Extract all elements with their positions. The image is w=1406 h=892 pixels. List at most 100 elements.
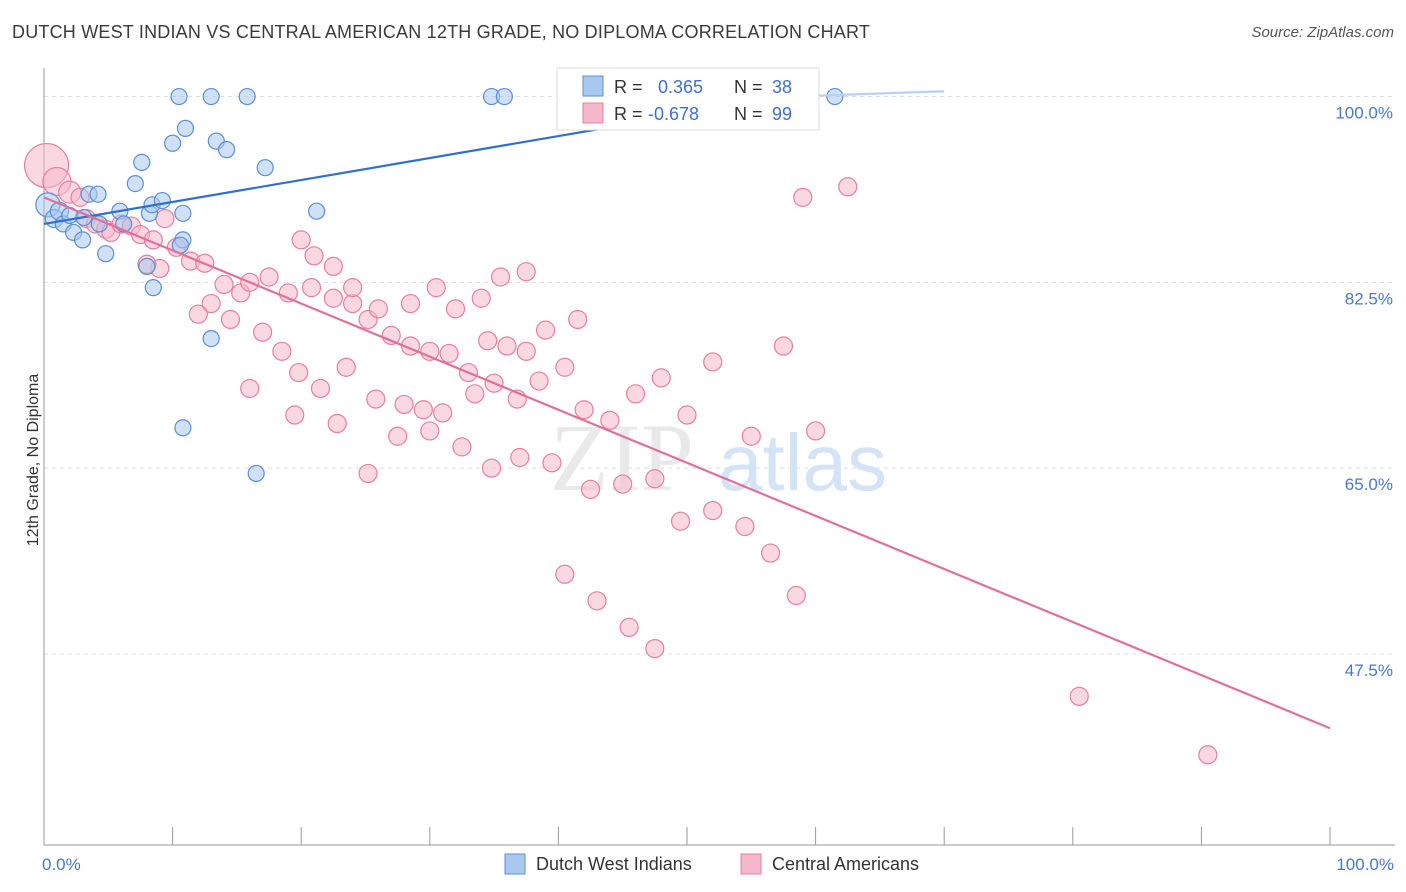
central-american-point-71: [471, 288, 491, 308]
central-american-point-59: [703, 352, 723, 372]
dutch-west-indian-point-26: [170, 87, 188, 106]
dutch-west-indian-point-20: [176, 119, 195, 137]
central-american-point-82: [510, 447, 530, 468]
central-american-point-56: [568, 309, 588, 330]
central-american-point-84: [580, 479, 601, 499]
correlation-legend: R = 0.365 N = 38 R = -0.678 N = 99: [556, 67, 820, 131]
y-tick-label-3: 47.5%: [1345, 661, 1393, 680]
central-american-point-12: [155, 209, 175, 229]
dutch-west-indian-point-22: [144, 279, 162, 297]
central-american-point-93: [587, 591, 607, 611]
central-american-point-99: [1198, 745, 1218, 765]
central-american-point-77: [358, 463, 378, 484]
legend-n-label-2: N =: [734, 104, 763, 124]
central-american-point-21: [259, 267, 279, 287]
dutch-west-indian-point-27: [202, 87, 220, 106]
central-american-point-45: [413, 400, 433, 420]
central-american-point-25: [343, 293, 363, 314]
central-american-point-79: [420, 421, 440, 441]
dutch-west-indian-point-11: [73, 231, 92, 249]
central-american-point-96: [793, 187, 813, 207]
legend-r-value-1: 0.365: [658, 77, 703, 97]
central-american-point-94: [619, 617, 639, 637]
dutch-west-indian-point-34: [174, 419, 192, 437]
watermark: ZIP atlas: [550, 404, 887, 511]
dutch-west-indian-point-15: [133, 153, 151, 171]
central-american-point-32: [478, 331, 498, 351]
series-legend-label-blue[interactable]: Dutch West Indians: [536, 854, 692, 874]
central-american-point-76: [327, 413, 347, 434]
central-american-point-91: [786, 585, 806, 606]
central-american-point-90: [760, 543, 781, 563]
series-legend-label-pink[interactable]: Central Americans: [772, 854, 919, 874]
dutch-west-indian-point-31: [256, 159, 274, 177]
central-americans-points: [23, 142, 1218, 765]
central-american-point-23: [301, 278, 322, 298]
central-american-point-37: [220, 309, 241, 330]
y-tick-label-1: 82.5%: [1345, 289, 1393, 308]
central-american-point-85: [613, 474, 633, 494]
dutch-west-indian-point-28: [238, 87, 256, 106]
central-american-point-55: [535, 320, 556, 340]
central-american-point-67: [368, 299, 388, 319]
central-american-point-52: [574, 400, 594, 420]
y-tick-labels: 100.0% 82.5% 65.0% 47.5%: [1335, 104, 1393, 680]
legend-n-label-1: N =: [734, 77, 763, 97]
central-american-point-97: [838, 177, 858, 197]
central-american-point-92: [555, 564, 575, 584]
series-legend: Dutch West Indians Central Americans: [504, 853, 919, 875]
legend-swatch-blue: [582, 75, 604, 97]
dutch-west-indian-point-35: [247, 464, 265, 483]
dutch-west-indian-point-32: [308, 202, 326, 220]
central-american-point-80: [452, 437, 472, 457]
legend-n-value-1: 38: [772, 77, 792, 97]
central-american-point-72: [490, 267, 511, 287]
central-american-point-60: [741, 426, 761, 446]
central-american-point-64: [304, 246, 324, 266]
central-american-point-83: [542, 453, 562, 473]
dutch-west-indian-point-30: [218, 141, 236, 159]
central-american-point-34: [516, 341, 536, 361]
central-american-point-95: [645, 638, 665, 659]
central-american-point-54: [625, 384, 646, 404]
dutch-west-indian-point-18: [153, 191, 171, 210]
central-american-point-66: [343, 278, 363, 298]
central-american-point-38: [253, 322, 273, 342]
legend-r-label-2: R =: [614, 104, 643, 124]
central-american-point-44: [394, 394, 414, 415]
central-american-point-42: [336, 357, 356, 377]
x-tick-labels: 0.0% 100.0%: [42, 855, 1394, 874]
chart-source: Source: ZipAtlas.com: [1251, 24, 1394, 41]
series-legend-swatch-blue[interactable]: [504, 853, 526, 875]
dutch-west-indian-point-37: [495, 87, 513, 106]
central-american-point-98: [1069, 686, 1089, 706]
series-legend-swatch-pink[interactable]: [740, 853, 762, 875]
central-american-point-62: [805, 421, 826, 441]
gridlines: [44, 96, 1395, 655]
central-american-point-46: [433, 403, 453, 423]
central-american-point-88: [703, 500, 723, 521]
central-american-point-74: [285, 405, 305, 425]
y-tick-label-2: 65.0%: [1345, 475, 1393, 494]
central-american-point-89: [735, 516, 755, 537]
dutch-west-indian-point-21: [138, 257, 156, 276]
central-american-point-30: [439, 343, 459, 364]
central-american-point-40: [289, 362, 309, 383]
legend-n-value-2: 99: [772, 104, 792, 124]
dutch-west-indian-point-8: [89, 185, 107, 203]
central-american-point-81: [481, 458, 502, 478]
x-tick-label-0: 0.0%: [42, 855, 81, 874]
central-american-point-41: [310, 378, 331, 399]
chart-title: DUTCH WEST INDIAN VS CENTRAL AMERICAN 12…: [12, 22, 871, 42]
central-american-point-35: [201, 293, 221, 314]
dutch-west-indian-point-19: [164, 134, 182, 152]
central-american-point-65: [323, 256, 343, 277]
dutch-west-indian-point-9: [97, 245, 115, 263]
y-axis-label: 12th Grade, No Diploma: [25, 374, 42, 547]
y-tick-label-0: 100.0%: [1335, 104, 1393, 123]
central-american-point-68: [400, 293, 421, 314]
legend-r-label-1: R =: [614, 77, 643, 97]
central-american-trend-line: [43, 196, 1331, 730]
central-american-point-69: [426, 278, 446, 298]
central-american-point-78: [388, 426, 408, 446]
